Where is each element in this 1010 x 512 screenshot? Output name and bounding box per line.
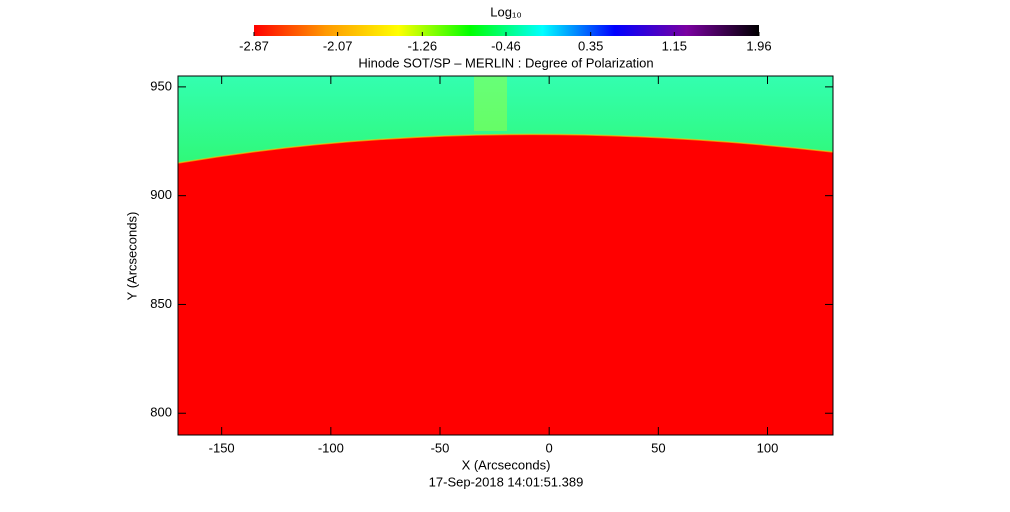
y-tick-label: 950 [150,78,172,93]
y-tick-label: 800 [150,405,172,420]
y-axis-label: Y (Arcseconds) [124,212,139,301]
colorbar-tick-label: -2.07 [323,38,353,53]
chart-title: Hinode SOT/SP – MERLIN : Degree of Polar… [358,55,653,70]
colorbar-tick-label: 1.15 [662,38,687,53]
colorbar-tick-label: -2.87 [239,38,269,53]
colorbar-tick-label: 0.35 [578,38,603,53]
image [178,76,833,435]
x-tick-label: -50 [431,440,450,455]
scan-stripe [474,76,507,131]
x-tick-label: 100 [757,440,779,455]
footer: 17-Sep-2018 14:01:51.389 [429,474,584,489]
solar-disk [178,134,833,435]
colorbar-tick-label: -1.26 [408,38,438,53]
colorbar-label: Log₁₀ [490,4,521,19]
x-tick-label: -150 [209,440,235,455]
plot-frame [177,75,834,436]
y-tick-label: 850 [150,296,172,311]
x-axis-label: X (Arcseconds) [462,457,551,472]
colorbar [254,25,759,36]
x-tick-label: -100 [318,440,344,455]
x-tick-label: 50 [651,440,665,455]
limb-edge [178,133,833,164]
x-tick-label: 0 [546,440,553,455]
y-tick-label: 900 [150,187,172,202]
colorbar-tick-label: -0.46 [491,38,521,53]
colorbar-tick-label: 1.96 [746,38,771,53]
